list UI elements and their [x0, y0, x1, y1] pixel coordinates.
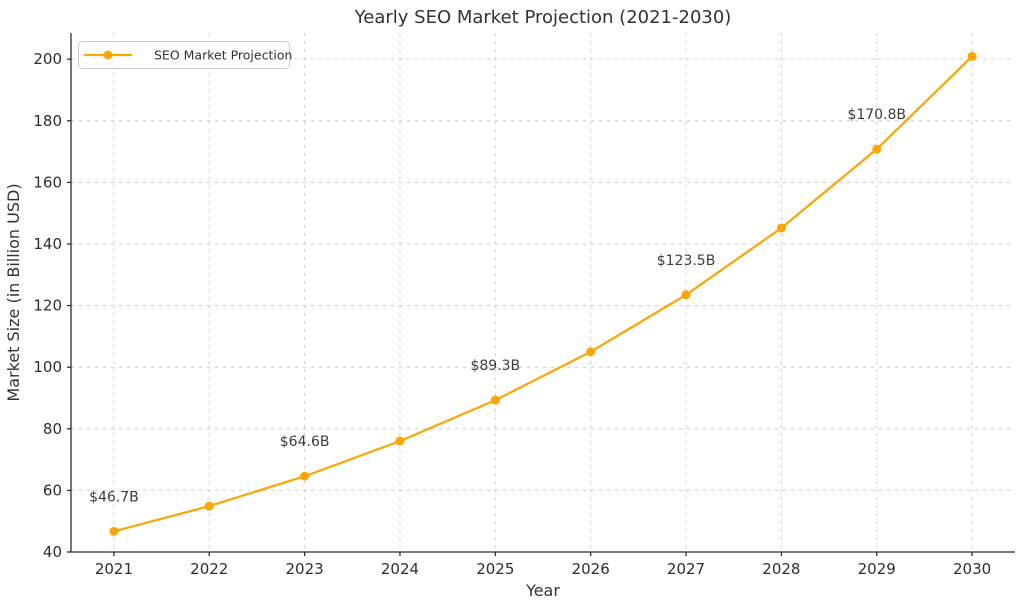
- x-tick-label: 2024: [381, 560, 419, 578]
- annotation-label: $46.7B: [89, 489, 139, 505]
- data-point-marker: [872, 144, 882, 154]
- legend-marker-icon: [103, 50, 113, 60]
- data-point-marker: [300, 471, 310, 481]
- x-tick-label: 2027: [667, 560, 705, 578]
- x-tick-label: 2023: [286, 560, 324, 578]
- y-tick-label: 120: [33, 297, 62, 315]
- data-point-marker: [204, 501, 214, 511]
- data-point-marker: [109, 526, 119, 536]
- y-tick-label: 200: [33, 50, 62, 68]
- annotation-label: $89.3B: [470, 358, 520, 374]
- data-point-marker: [395, 436, 405, 446]
- y-axis-label: Market Size (in Billion USD): [4, 183, 23, 401]
- data-point-marker: [967, 51, 977, 61]
- plot-area: 2021 2022 2023 2024 2025 2026 2027 2028 2029 2030…: [33, 33, 1015, 578]
- data-point-marker: [586, 347, 596, 357]
- x-axis-label: Year: [525, 581, 560, 600]
- x-tick-label: 2021: [95, 560, 133, 578]
- y-tick-label: 80: [43, 420, 62, 438]
- x-tick-label: 2028: [762, 560, 800, 578]
- x-tick-label: 2029: [858, 560, 896, 578]
- y-tick-label: 60: [43, 481, 62, 499]
- y-tick-label: 160: [33, 173, 62, 191]
- x-tick-label: 2025: [476, 560, 514, 578]
- annotation-label: $64.6B: [280, 434, 330, 450]
- annotation-label: $123.5B: [657, 253, 716, 269]
- x-tick-label: 2030: [953, 560, 991, 578]
- legend-label: SEO Market Projection: [154, 48, 292, 63]
- data-point-marker: [681, 290, 691, 300]
- y-tick-label: 100: [33, 358, 62, 376]
- data-point-marker: [490, 395, 500, 405]
- y-tick-label: 40: [43, 543, 62, 561]
- chart-title: Yearly SEO Market Projection (2021-2030): [354, 7, 732, 28]
- y-tick-label: 180: [33, 112, 62, 130]
- annotation-label: $170.8B: [847, 107, 906, 123]
- series-line: [112, 55, 974, 533]
- data-point-marker: [776, 223, 786, 233]
- legend-box: [78, 41, 290, 69]
- x-tick-label: 2022: [190, 560, 228, 578]
- x-tick-label: 2026: [572, 560, 610, 578]
- y-tick-label: 140: [33, 235, 62, 253]
